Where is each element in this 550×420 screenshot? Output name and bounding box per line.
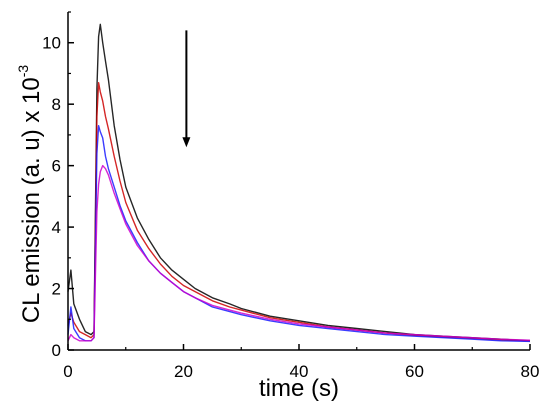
series-line-3: [67, 124, 531, 343]
series-line-4: [67, 164, 531, 342]
y-tick-label: 0: [52, 341, 61, 360]
x-tick-label: 20: [174, 362, 193, 381]
series-layer: [67, 23, 531, 343]
x-axis-title: time (s): [259, 375, 339, 402]
y-tick-label: 4: [52, 218, 61, 237]
y-tick-label: 2: [52, 280, 61, 299]
ticks-layer: 0 20 40 60 80 0 2 4 6 8 10: [42, 11, 540, 381]
y-tick-label: 8: [52, 95, 61, 114]
y-axis-title-exponent: -3: [15, 65, 31, 78]
y-tick-label: 6: [52, 157, 61, 176]
arrow-head: [182, 137, 191, 148]
series-line-1: [67, 23, 531, 342]
x-tick-label: 0: [63, 362, 72, 381]
axes-layer: [67, 12, 530, 351]
y-axis-title: CL emission (a. u) x 10-3: [15, 65, 45, 324]
x-tick-label: 80: [521, 362, 540, 381]
y-tick-label: 10: [42, 34, 61, 53]
series-line-2: [67, 81, 531, 342]
y-axis-title-main: CL emission (a. u) x 10: [18, 77, 45, 323]
x-tick-label: 60: [405, 362, 424, 381]
annotation-layer: [182, 30, 191, 148]
x-tick-label: 40: [290, 362, 309, 381]
